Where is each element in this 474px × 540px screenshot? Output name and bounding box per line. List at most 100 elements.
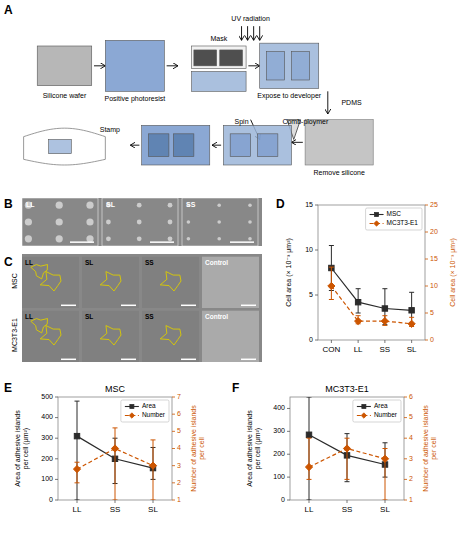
x-tick-label: LL xyxy=(73,505,82,514)
point xyxy=(149,462,156,469)
schematic-block xyxy=(220,50,243,66)
y-tick-label: 15 xyxy=(305,201,313,208)
scale-bar xyxy=(121,359,136,361)
scale-bar xyxy=(241,359,256,361)
image-label: SL xyxy=(106,201,116,208)
y2-tick xyxy=(404,417,407,418)
cell-spot xyxy=(137,203,142,208)
cell-spot xyxy=(56,202,63,209)
y2-tick-label: 2 xyxy=(409,475,413,482)
schematic-block xyxy=(194,50,217,66)
y2-tick xyxy=(172,431,175,432)
series-line xyxy=(331,286,411,324)
title: MSC xyxy=(105,384,126,394)
plot-frame xyxy=(318,205,425,340)
cell-spot xyxy=(56,235,63,242)
x-tick-label: SL xyxy=(380,505,390,514)
legend-marker xyxy=(130,404,134,408)
y2-tick xyxy=(404,458,407,459)
image-label: Control xyxy=(205,259,228,266)
plot-frame xyxy=(58,397,172,500)
schematic-arrow xyxy=(130,145,139,146)
y2-tick xyxy=(172,448,175,449)
cell-spot xyxy=(187,220,191,224)
row-label: MC3T3-E1 xyxy=(11,318,18,352)
scale-bar xyxy=(241,305,256,307)
legend-label: Area xyxy=(142,402,156,409)
y2-tick-label: 15 xyxy=(430,255,438,262)
legend-marker xyxy=(362,404,366,408)
x-tick xyxy=(153,500,154,503)
cell-spot xyxy=(248,203,252,207)
image-background xyxy=(22,254,262,362)
cell-outline xyxy=(160,326,181,345)
schematic-block xyxy=(305,120,373,165)
y2-tick-label: 5 xyxy=(430,309,434,316)
legend: MSCMC3T3-E1 xyxy=(366,208,422,230)
y2-tick-label: 4 xyxy=(409,434,413,441)
axis-label: Area of adhesive islandsper cell (μm²) xyxy=(14,410,31,487)
image-tile xyxy=(202,311,259,362)
y-tick-label: 300 xyxy=(273,427,285,434)
legend: AreaNumber xyxy=(353,400,401,422)
axis-label-line: per cell (μm²) xyxy=(22,428,30,469)
image-tile xyxy=(202,257,259,308)
scale-bar xyxy=(70,241,94,243)
cell-spot xyxy=(86,235,93,242)
x-tick-label: LL xyxy=(354,345,363,354)
x-tick-label: SS xyxy=(342,505,353,514)
image-tile xyxy=(82,257,139,308)
error-bar xyxy=(75,401,80,500)
image-label: LL xyxy=(25,259,33,266)
schematic-label: Mask xyxy=(210,35,227,42)
legend-label: Number xyxy=(142,411,166,418)
y2-tick xyxy=(425,313,428,314)
y-tick xyxy=(315,205,318,206)
schematic-block xyxy=(192,71,246,91)
y-tick xyxy=(287,500,290,501)
x-tick xyxy=(411,340,412,343)
legend-box xyxy=(366,208,422,230)
cell-spot xyxy=(86,202,93,209)
y2-tick xyxy=(404,479,407,480)
chart-panel: 0510150510152025CONLLSSSLCell area (× 10… xyxy=(276,197,457,354)
cell-spot xyxy=(25,218,32,225)
legend-label: MSC xyxy=(387,210,402,217)
y-tick xyxy=(287,477,290,478)
point xyxy=(73,466,80,473)
panel-letter: C xyxy=(4,255,13,269)
image-tile xyxy=(22,311,79,362)
point xyxy=(381,455,388,462)
schematic-arrow xyxy=(167,65,178,66)
point xyxy=(111,445,118,452)
y-tick xyxy=(287,431,290,432)
point xyxy=(409,308,414,313)
schematic-arrow xyxy=(248,65,259,66)
schematic-label: Remove silicone xyxy=(313,169,364,176)
schematic-block xyxy=(148,134,168,157)
y2-tick xyxy=(425,259,428,260)
cell-outline xyxy=(31,319,48,333)
title: MC3T3-E1 xyxy=(325,384,369,394)
schematic-label: Silicone wafer xyxy=(43,92,87,99)
axis-label-line: per cell xyxy=(430,437,438,460)
point xyxy=(381,318,388,325)
row-label: MSC xyxy=(11,273,18,289)
y2-tick-label: 1 xyxy=(409,496,413,503)
axis-label-line: Area of adhesive islands xyxy=(246,410,253,487)
schematic-arrow xyxy=(212,145,221,146)
panel-letter: F xyxy=(232,381,239,395)
y-tick xyxy=(55,397,58,398)
image-label: SS xyxy=(145,259,154,266)
image-tile xyxy=(102,198,178,246)
y-tick xyxy=(315,340,318,341)
image-label: SL xyxy=(85,259,93,266)
schematic-block xyxy=(37,46,91,86)
x-tick xyxy=(358,340,359,343)
axis-label: Number of adhesive islandsper cell xyxy=(422,405,439,492)
y2-tick xyxy=(425,340,428,341)
error-bar xyxy=(356,289,361,313)
point xyxy=(306,432,311,437)
y-tick xyxy=(55,479,58,480)
scale-bar xyxy=(61,305,76,307)
